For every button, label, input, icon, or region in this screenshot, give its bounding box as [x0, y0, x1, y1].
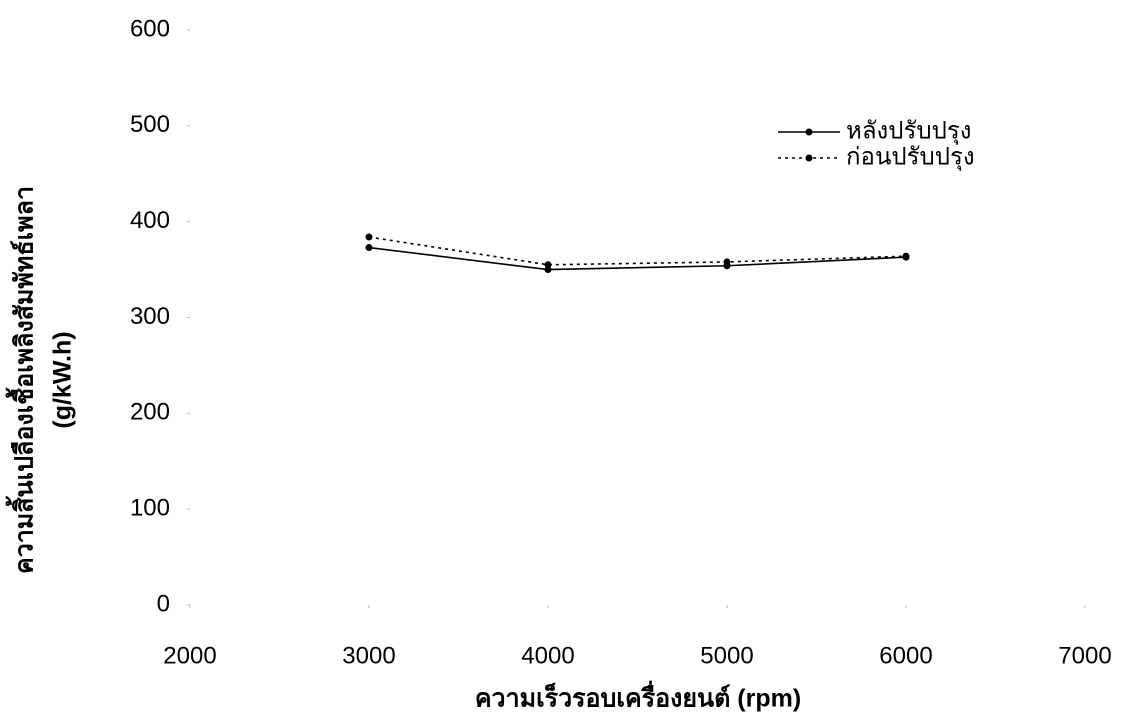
- data-point: [544, 261, 552, 269]
- x-tick-label: 2000: [163, 642, 216, 669]
- y-tick-label: 100: [130, 495, 170, 522]
- x-tick-label: 7000: [1058, 642, 1111, 669]
- data-point: [544, 266, 552, 274]
- legend-label: ก่อนปรับปรุง: [846, 143, 975, 171]
- legend-marker: [805, 128, 813, 136]
- legend-label: หลังปรับปรุง: [846, 117, 971, 145]
- y-tick-label: 400: [130, 207, 170, 234]
- data-point: [723, 258, 731, 266]
- x-tick-label: 4000: [521, 642, 574, 669]
- y-tick-label: 600: [130, 15, 170, 42]
- y-tick-label: 500: [130, 111, 170, 138]
- x-tick-label: 5000: [700, 642, 753, 669]
- legend-marker: [805, 154, 813, 162]
- y-tick-label: 0: [157, 590, 170, 617]
- data-point: [902, 252, 910, 260]
- y-axis-label: (g/kW.h): [49, 331, 77, 428]
- y-axis-label: ความสิ้นเปลืองเชื้อเพลิงสัมพัทธ์เพลา: [5, 186, 39, 574]
- data-point: [365, 233, 373, 241]
- data-point: [365, 244, 373, 252]
- x-tick-label: 6000: [879, 642, 932, 669]
- y-tick-label: 200: [130, 399, 170, 426]
- x-tick-label: 3000: [342, 642, 395, 669]
- series-line: [368, 246, 907, 271]
- series-line: [368, 236, 907, 266]
- y-tick-label: 300: [130, 303, 170, 330]
- x-axis-label: ความเร็วรอบเครื่องยนต์ (rpm): [475, 681, 801, 713]
